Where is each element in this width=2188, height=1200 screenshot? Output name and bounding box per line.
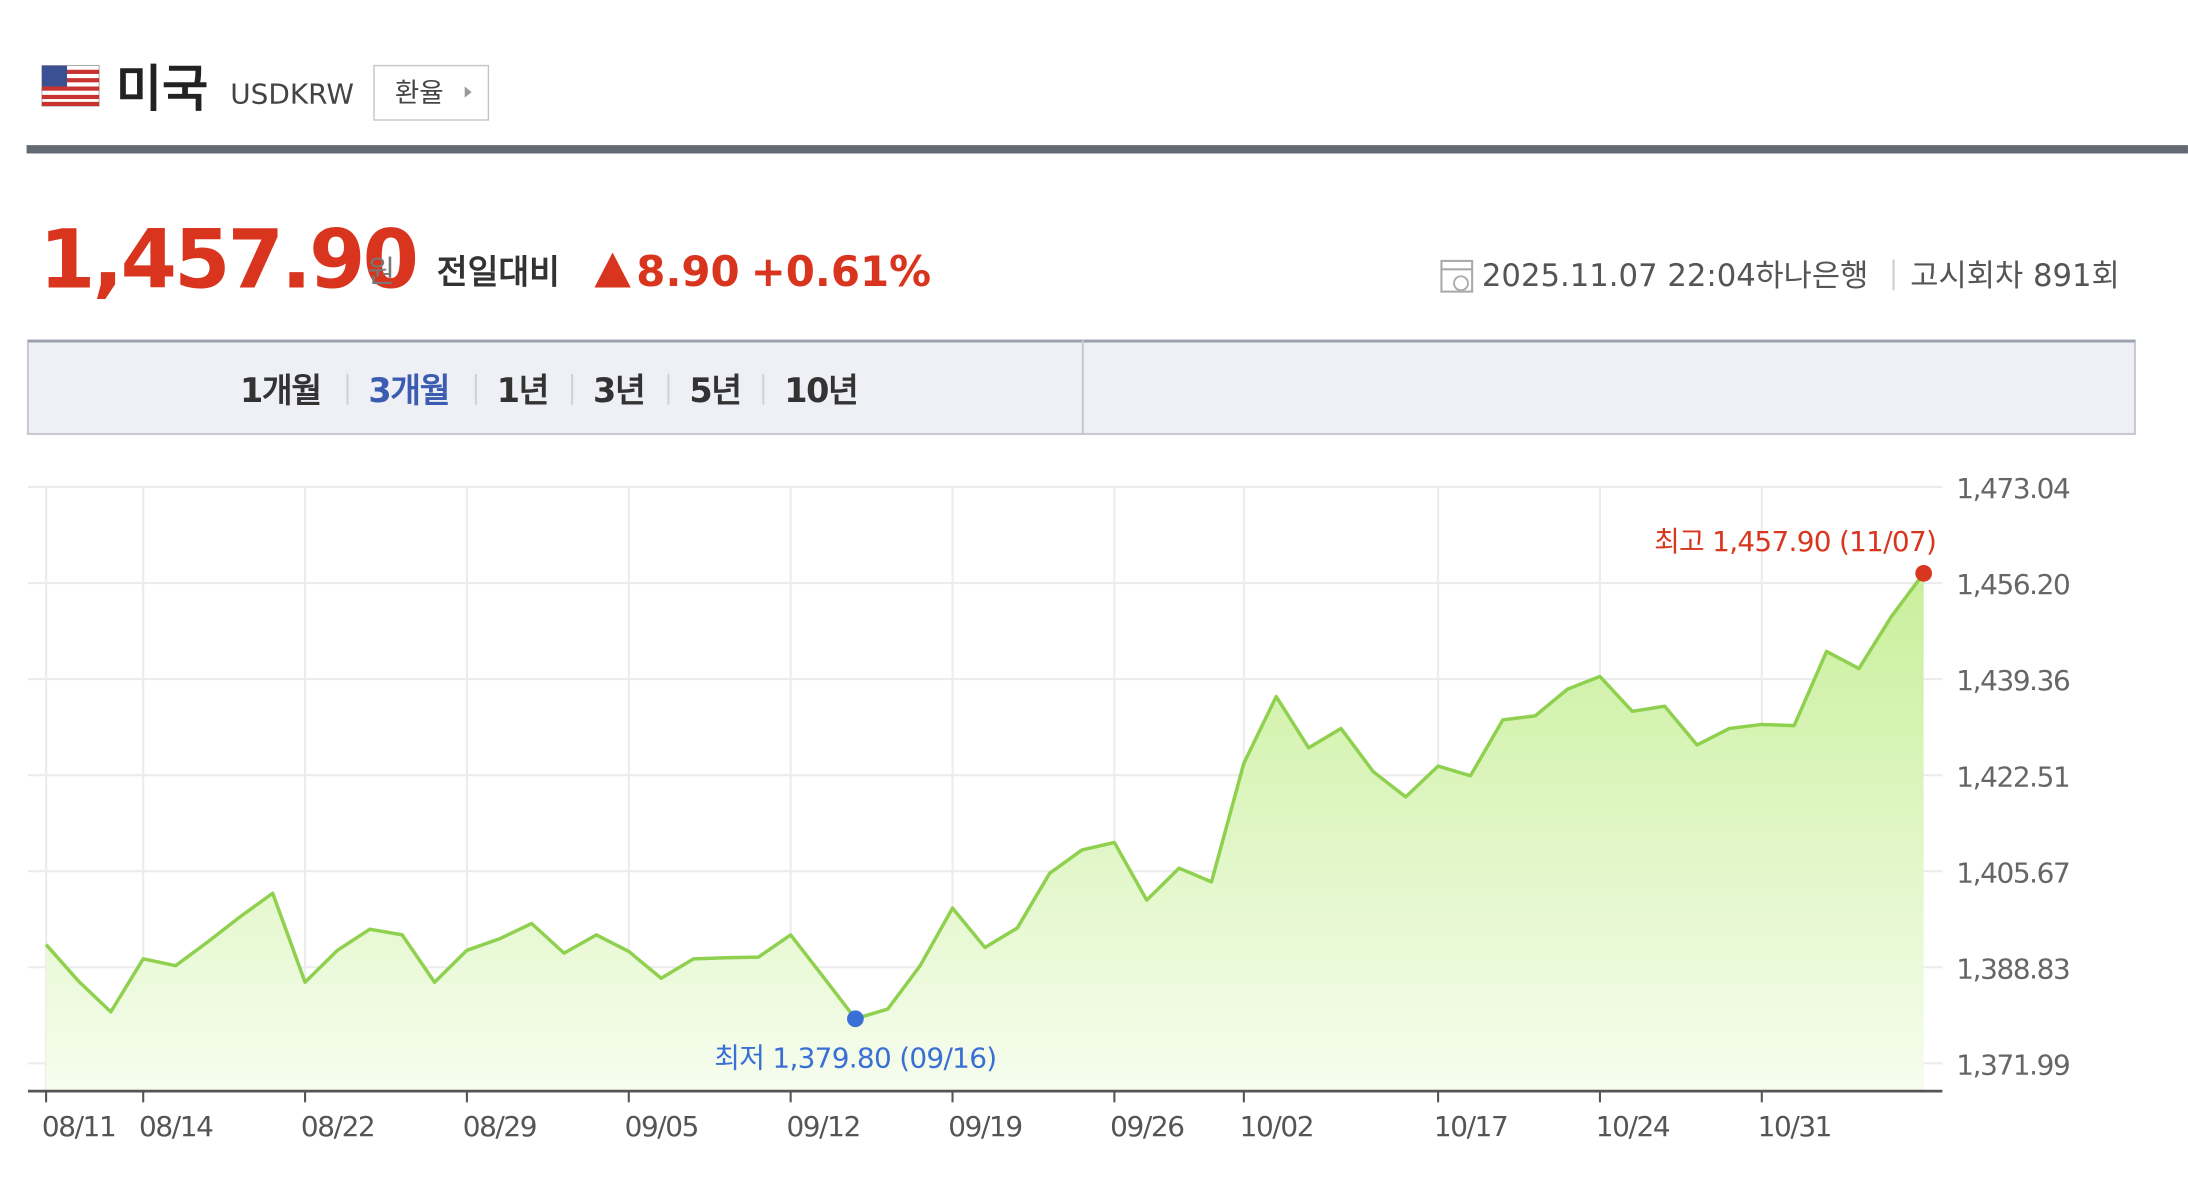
chart: 1,473.04 1,456.20 1,439.36 1,422.51 1,405.67… (27, 472, 2071, 1143)
country: 미국 (116, 59, 208, 118)
max-label: 최고 1,457.90 (11/07) (1654, 525, 1936, 558)
change-pct: +0.61% (751, 247, 931, 296)
price: 1,457.90 (39, 213, 416, 307)
tab[interactable]: 3년 (593, 371, 646, 410)
code: USDKRW (230, 77, 354, 110)
y-tick-label: 1,456.20 (1956, 568, 2069, 601)
x-tick-label: 09/19 (948, 1110, 1021, 1143)
y-tick-label: 1,388.83 (1956, 952, 2069, 985)
min-point (847, 1010, 864, 1028)
min-label: 최저 1,379.80 (09/16) (714, 1042, 996, 1075)
x-tick-label: 10/02 (1240, 1110, 1313, 1143)
x-tick-label: 08/11 (42, 1110, 115, 1143)
rate-button[interactable]: 환율 (373, 64, 490, 121)
max-point (1915, 564, 1933, 582)
x-tick-label: 08/29 (463, 1110, 536, 1143)
round: 고시회차 891회 (1910, 259, 2120, 294)
change: 8.90 (636, 247, 739, 296)
tabs: 1개월 3개월 1년 3년 5년 10년 (240, 371, 859, 410)
up-arrow (594, 252, 631, 288)
tab[interactable]: 5년 (689, 371, 742, 410)
datetime: 2025.11.07 22:04 (1482, 259, 1756, 294)
tab[interactable]: 3개월 (368, 371, 450, 410)
tab[interactable]: 1년 (497, 371, 550, 410)
bank: 하나은행 (1755, 259, 1868, 294)
price-unit: 원 (367, 255, 395, 290)
change-label: 전일대비 (437, 252, 560, 291)
tab[interactable]: 10년 (784, 371, 859, 410)
x-tick-label: 10/31 (1758, 1110, 1831, 1143)
header-rule (26, 145, 2188, 154)
tab[interactable]: 1개월 (240, 371, 322, 410)
y-tick-label: 1,473.04 (1956, 472, 2070, 505)
y-tick-label: 1,371.99 (1956, 1048, 2069, 1081)
y-tick-label: 1,422.51 (1956, 760, 2069, 793)
line (44, 572, 1926, 1021)
x-tick-label: 09/12 (786, 1110, 859, 1143)
x-tick-label: 10/24 (1596, 1110, 1670, 1143)
y-tick-label: 1,405.67 (1956, 856, 2069, 889)
calendar-icon (1440, 259, 1474, 293)
x-tick-label: 10/17 (1434, 1110, 1507, 1143)
area (46, 573, 1924, 1092)
x-tick-label: 08/22 (301, 1110, 374, 1143)
flag (41, 65, 100, 107)
tab-bar (26, 339, 2136, 435)
rate-button-label[interactable]: 환율 (395, 78, 444, 109)
x-tick-label: 09/05 (625, 1110, 698, 1143)
y-tick-label: 1,439.36 (1956, 664, 2069, 697)
x-tick-label: 08/14 (139, 1110, 213, 1143)
x-tick-label: 09/26 (1110, 1110, 1183, 1143)
